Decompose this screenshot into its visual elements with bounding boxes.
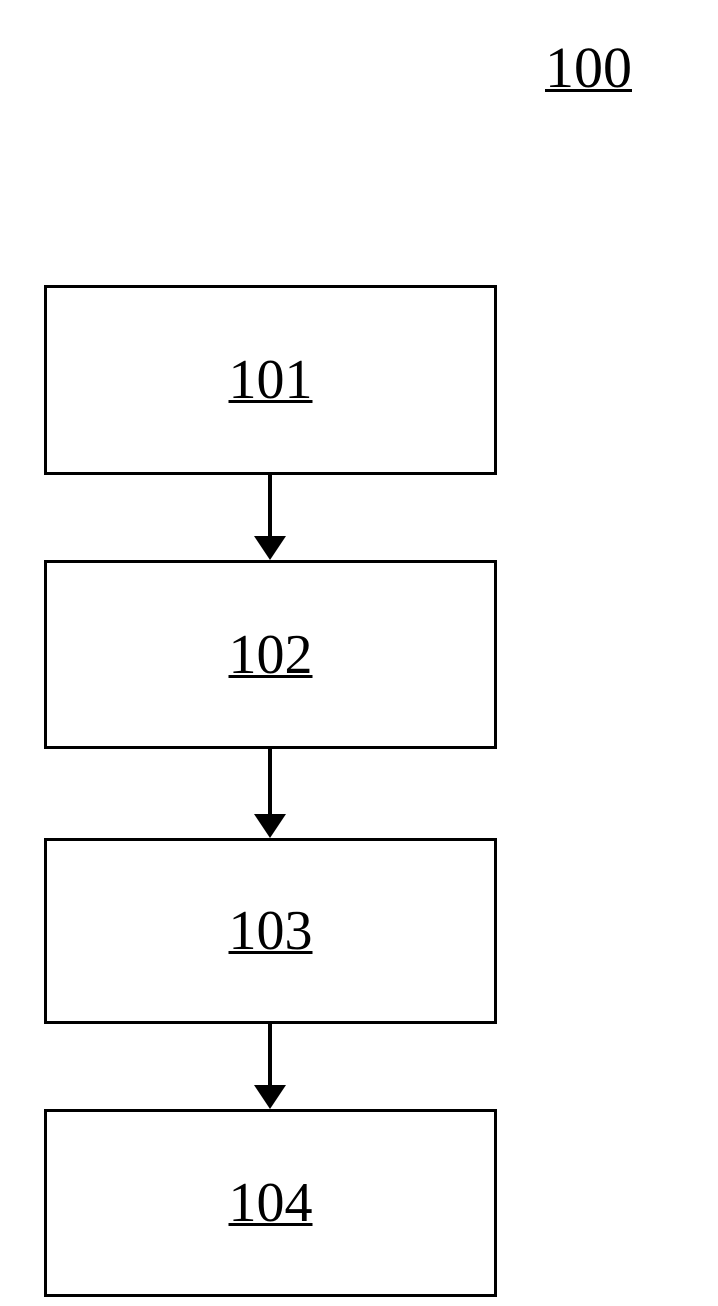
arrow-line <box>268 1024 272 1085</box>
flow-box-n3: 103 <box>44 838 497 1024</box>
flow-box-n4: 104 <box>44 1109 497 1297</box>
diagram-title: 100 <box>545 34 632 101</box>
flow-box-n1: 101 <box>44 285 497 475</box>
arrow-line <box>268 749 272 814</box>
flow-box-label: 102 <box>229 623 313 687</box>
flow-box-label: 101 <box>229 348 313 412</box>
arrow-head-icon <box>254 814 286 838</box>
arrow-line <box>268 475 272 536</box>
diagram-title-text: 100 <box>545 35 632 100</box>
flow-box-n2: 102 <box>44 560 497 749</box>
flow-box-label: 103 <box>229 899 313 963</box>
arrow-head-icon <box>254 1085 286 1109</box>
arrow-head-icon <box>254 536 286 560</box>
flow-box-label: 104 <box>229 1171 313 1235</box>
